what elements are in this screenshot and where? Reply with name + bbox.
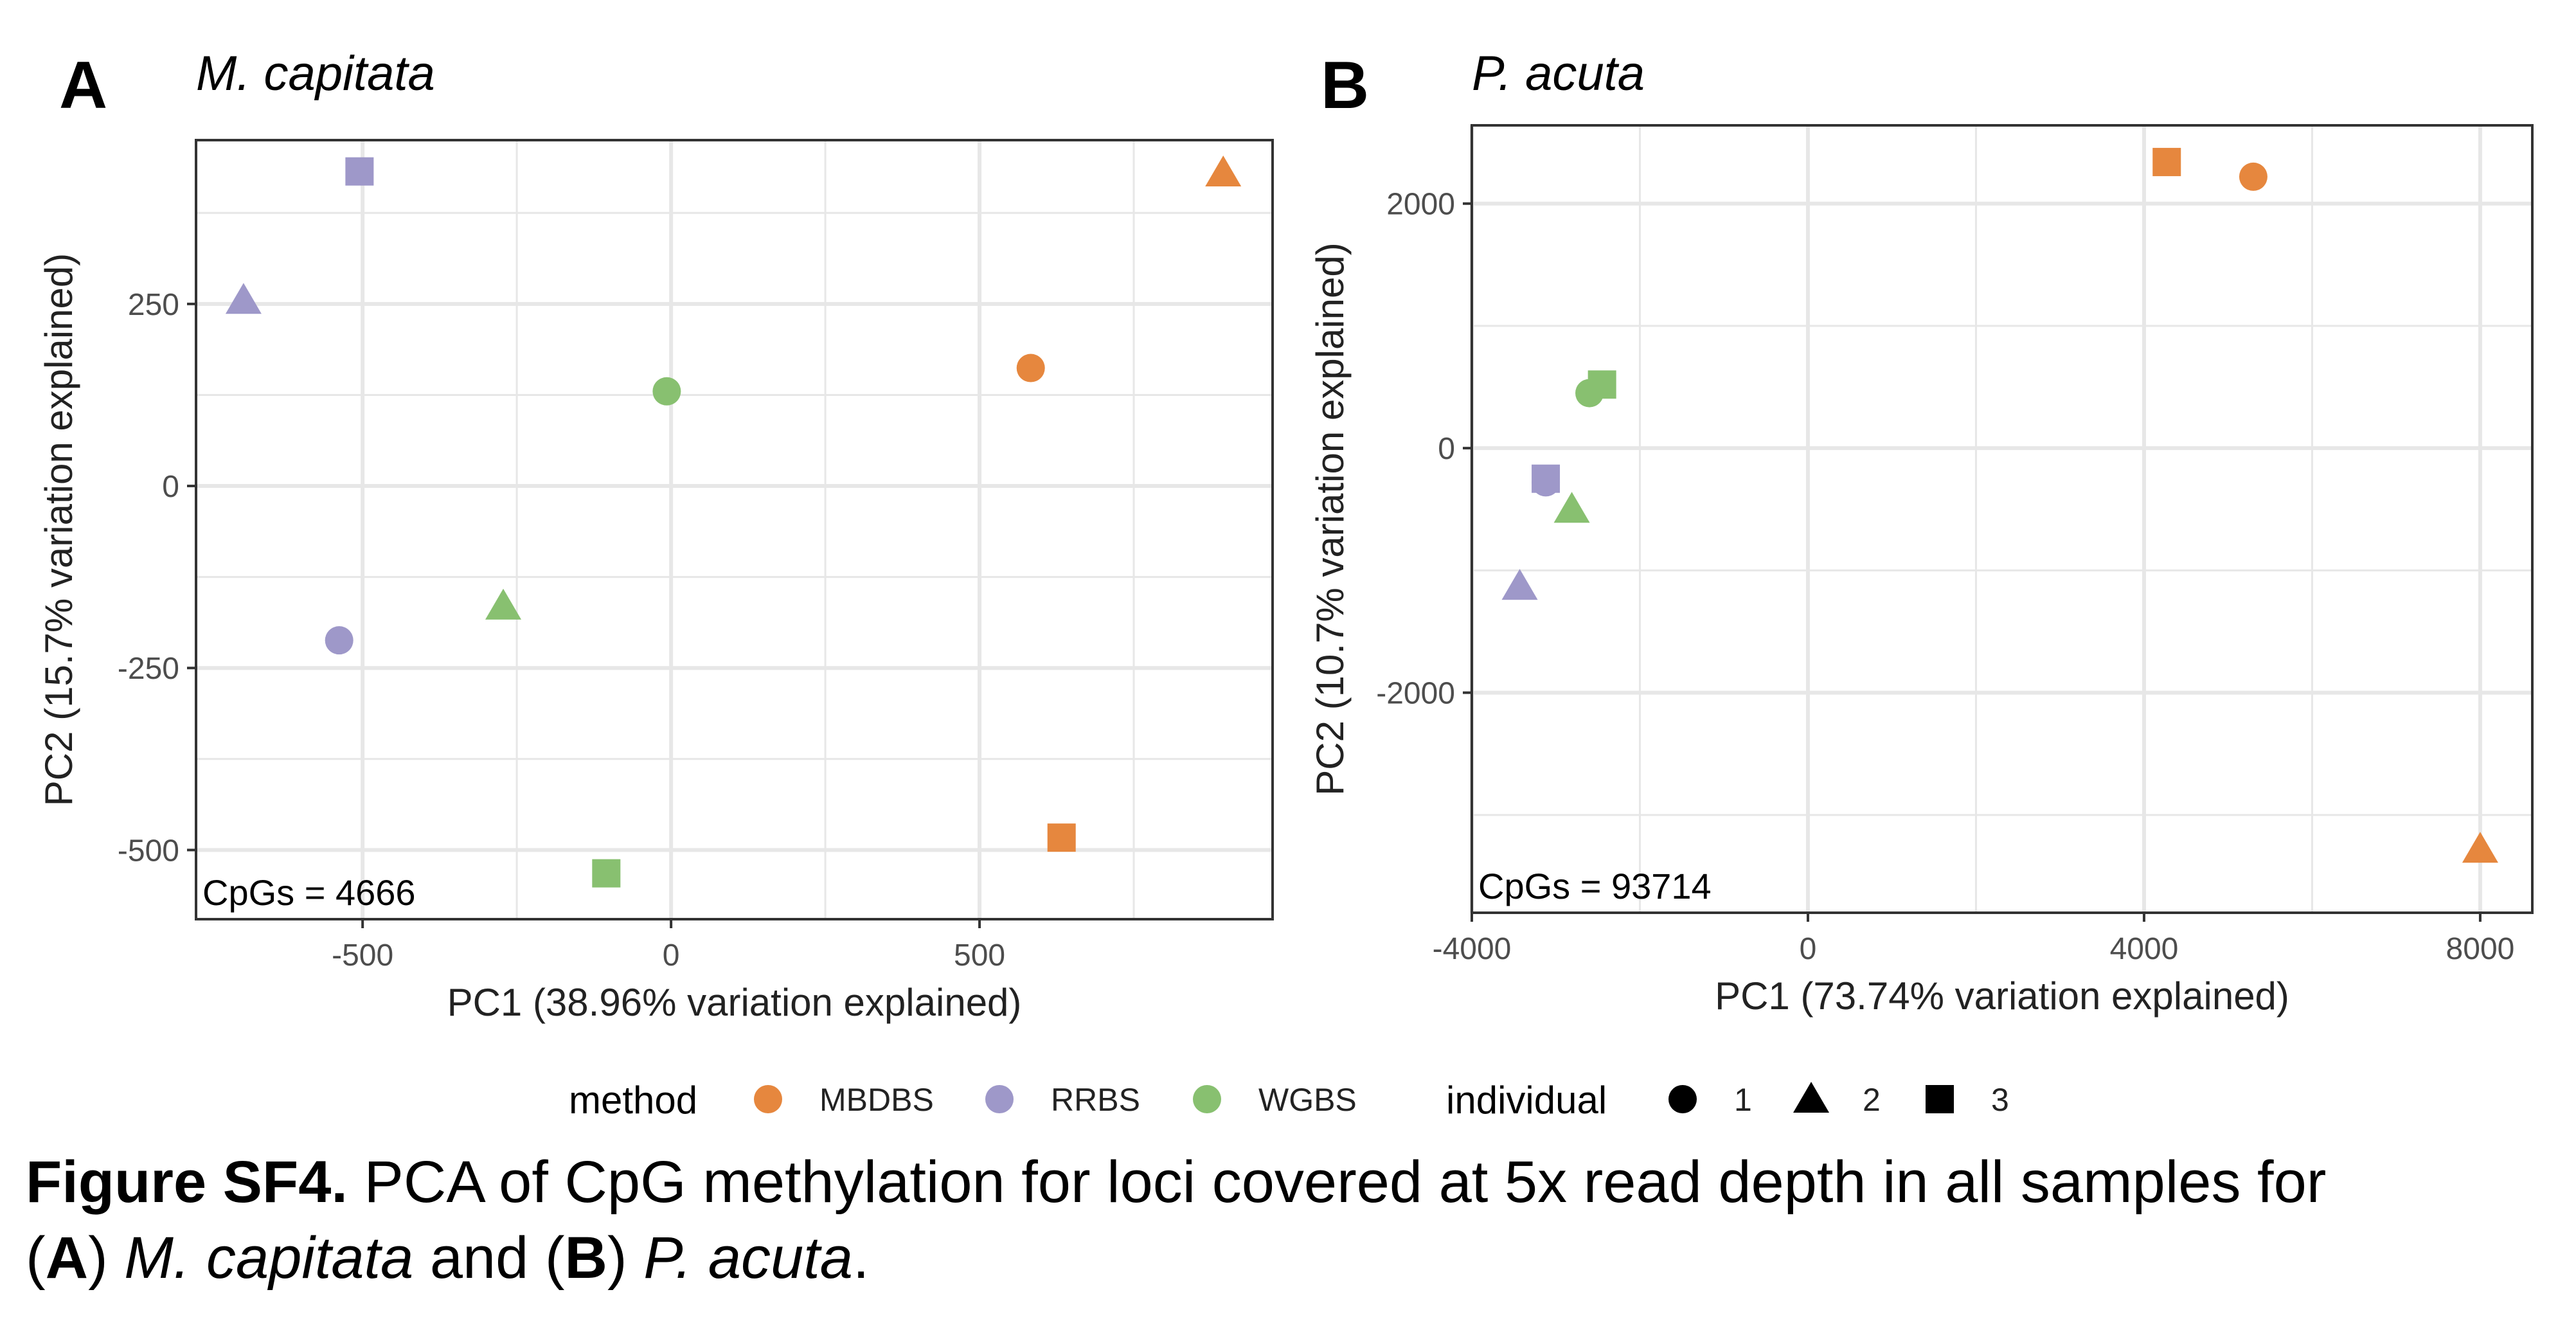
y-tick-label: 250: [128, 288, 179, 322]
point-wgbs-1: [652, 377, 681, 406]
legend-key-individual-3: [1926, 1085, 1954, 1113]
point-mbdbs-2: [1205, 155, 1242, 186]
y-tick-label: 0: [162, 470, 179, 504]
caption-text-1: PCA of CpG methylation for loci covered …: [347, 1149, 2327, 1215]
point-wgbs-3: [592, 859, 621, 888]
caption-panel-b: B: [564, 1225, 607, 1291]
legend-key-rrbs: [985, 1085, 1014, 1113]
caption-species-a: M. capitata: [124, 1225, 414, 1291]
legend-key-individual-2: [1793, 1082, 1829, 1113]
x-tick-label: 500: [954, 938, 1005, 973]
point-mbdbs-1: [1016, 354, 1045, 382]
legend-key-mbdbs: [754, 1085, 782, 1113]
legend-label-mbdbs: MBDBS: [819, 1082, 934, 1118]
x-tick-label: 0: [1800, 932, 1817, 966]
legend-title-individual: individual: [1446, 1079, 1607, 1122]
point-mbdbs-1: [2239, 162, 2267, 191]
x-tick-label: 8000: [2446, 932, 2515, 966]
point-wgbs-2: [485, 588, 522, 620]
legend: method MBDBS RRBS WGBS individual 1 2 3: [569, 1079, 2009, 1122]
panel-letter: A: [59, 48, 107, 123]
caption-label: Figure SF4.: [26, 1149, 348, 1215]
panel-a: -500 0 500 -500 -250 0 250 PC1 (38.96% variatio…: [37, 46, 1274, 1024]
x-tick-label: 0: [663, 938, 680, 973]
y-tick-label: -500: [118, 834, 179, 868]
legend-label-individual-2: 2: [1863, 1082, 1881, 1118]
caption-paren-open-a: (: [26, 1225, 46, 1291]
y-axis-title: PC2 (15.7% variation explained): [37, 253, 80, 806]
legend-label-wgbs: WGBS: [1258, 1082, 1357, 1118]
panel-letter: B: [1321, 48, 1369, 123]
x-tick-label: -4000: [1433, 932, 1512, 966]
plot-border: [195, 139, 1274, 920]
caption-paren-close-b: ): [607, 1225, 644, 1291]
figure-caption: Figure SF4. PCA of CpG methylation for l…: [26, 1144, 2558, 1296]
point-rrbs-2: [225, 283, 262, 314]
caption-line-2: (A) M. capitata and (B) P. acuta.: [26, 1220, 2558, 1296]
plot-background: [1472, 125, 2532, 913]
plot-background: [196, 140, 1273, 919]
legend-title-method: method: [569, 1079, 697, 1122]
cpg-count-annotation: CpGs = 4666: [202, 872, 416, 913]
legend-key-wgbs: [1193, 1085, 1221, 1113]
point-mbdbs-3: [1047, 823, 1076, 852]
figure: -500 0 500 -500 -250 0 250 PC1 (38.96% variatio…: [37, 46, 2534, 1122]
x-axis-title: PC1 (38.96% variation explained): [447, 981, 1022, 1024]
point-wgbs-3: [1588, 370, 1616, 399]
y-tick-label: 2000: [1386, 188, 1455, 222]
point-mbdbs-2: [2462, 832, 2498, 863]
point-rrbs-1: [325, 626, 353, 655]
point-wgbs-2: [1553, 492, 1590, 523]
y-axis-title: PC2 (10.7% variation explained): [1309, 242, 1352, 795]
point-rrbs-2: [1501, 569, 1538, 600]
caption-species-b: P. acuta: [643, 1225, 853, 1291]
point-mbdbs-3: [2152, 148, 2181, 177]
cpg-count-annotation: CpGs = 93714: [1478, 866, 1712, 906]
legend-label-rrbs: RRBS: [1051, 1082, 1140, 1118]
legend-label-individual-3: 3: [1991, 1082, 2009, 1118]
legend-label-individual-1: 1: [1734, 1082, 1752, 1118]
caption-end: .: [852, 1225, 870, 1291]
caption-line-1: Figure SF4. PCA of CpG methylation for l…: [26, 1144, 2558, 1220]
caption-and: and (: [413, 1225, 565, 1291]
y-tick-label: -250: [118, 652, 179, 686]
panel-title: P. acuta: [1472, 46, 1645, 101]
legend-key-individual-1: [1668, 1085, 1697, 1113]
caption-panel-a: A: [45, 1225, 89, 1291]
plot-border: [1471, 124, 2534, 914]
y-tick-label: -2000: [1376, 677, 1455, 711]
caption-paren-close-a: ): [88, 1225, 125, 1291]
x-axis-title: PC1 (73.74% variation explained): [1715, 974, 2289, 1018]
x-tick-label: 4000: [2110, 932, 2179, 966]
y-tick-label: 0: [1438, 432, 1455, 466]
point-rrbs-3: [345, 157, 374, 186]
panel-b: -4000 0 4000 8000 -2000 0 2000 PC1 (73.74% vari…: [1309, 46, 2534, 1018]
x-tick-label: -500: [332, 938, 393, 973]
panel-title: M. capitata: [196, 46, 435, 101]
point-rrbs-3: [1532, 464, 1561, 493]
